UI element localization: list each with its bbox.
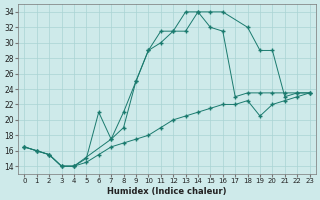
X-axis label: Humidex (Indice chaleur): Humidex (Indice chaleur) (107, 187, 227, 196)
